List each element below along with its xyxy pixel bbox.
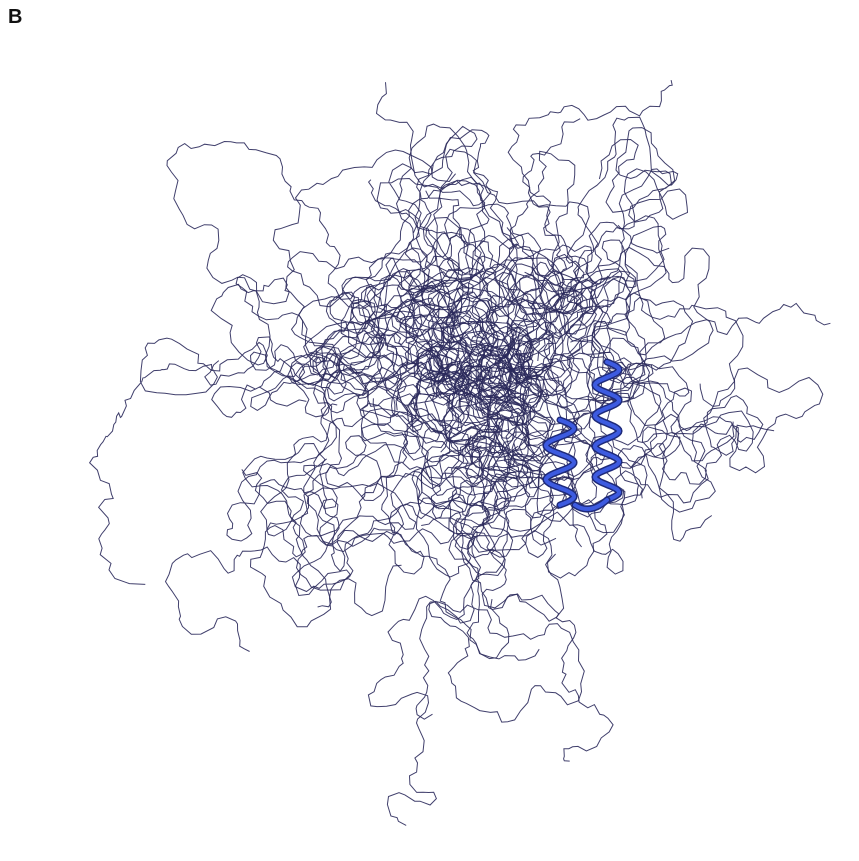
conformer-trace <box>236 150 456 346</box>
conformer-traces <box>90 80 831 825</box>
ensemble-rendering <box>0 0 859 861</box>
figure-panel: B <box>0 0 859 861</box>
conformer-trace <box>508 80 672 399</box>
conformer-trace <box>300 368 459 536</box>
panel-label: B <box>8 6 22 29</box>
conformer-trace <box>434 227 519 478</box>
conformer-trace <box>90 278 451 584</box>
